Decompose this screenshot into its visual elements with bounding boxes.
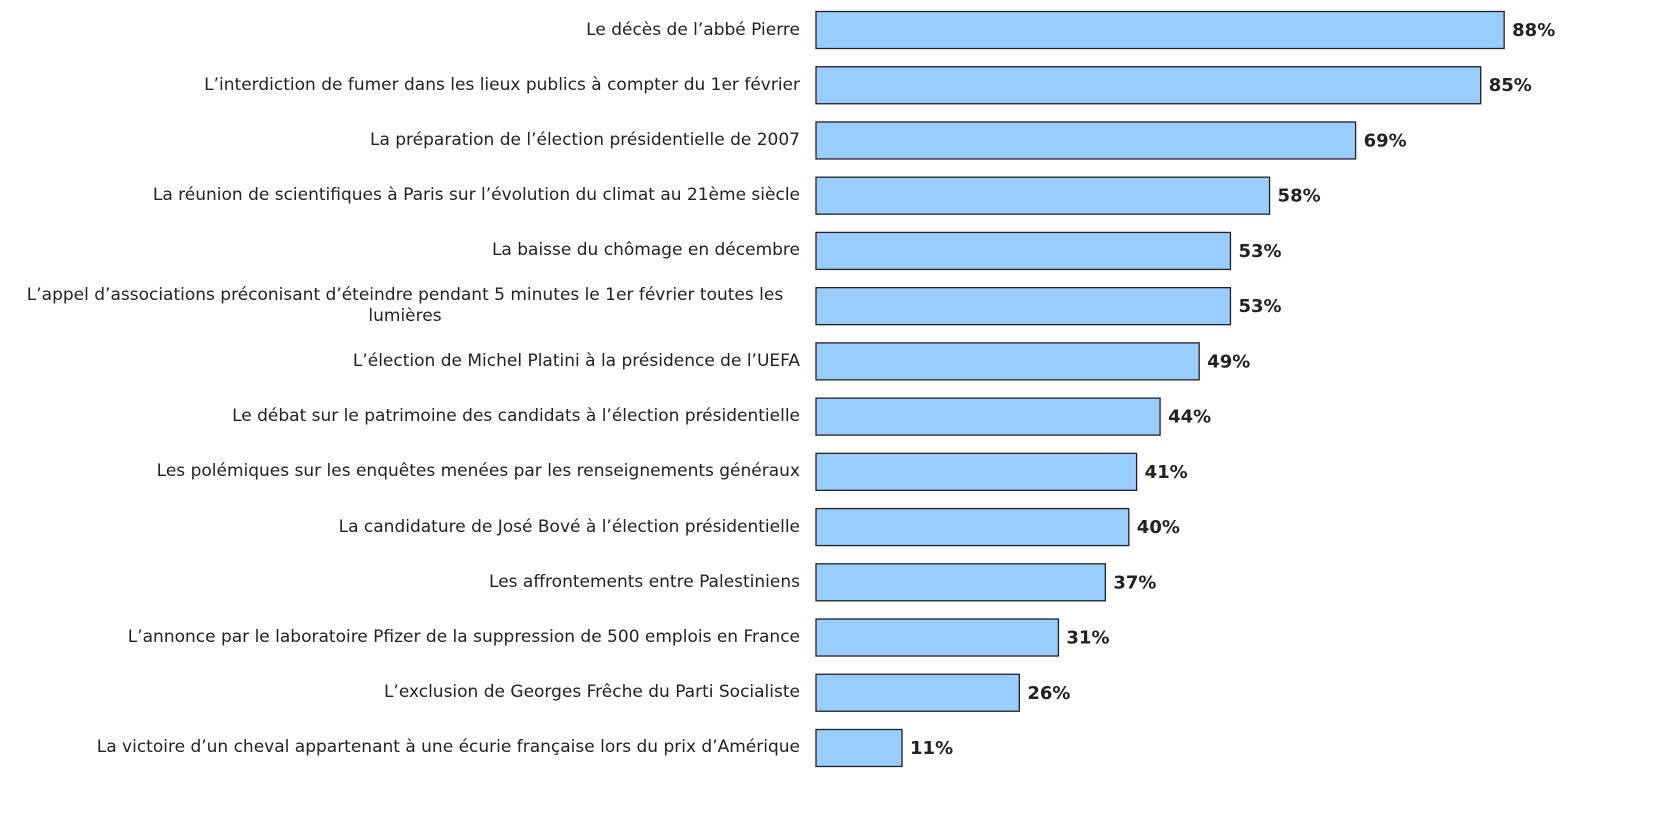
value-label: 53% <box>1238 296 1281 317</box>
category-label-row: La victoire d’un cheval appartenant à un… <box>0 720 800 775</box>
category-label-row: L’appel d’associations préconisant d’éte… <box>0 279 800 334</box>
category-label-row: Les polémiques sur les enquêtes menées p… <box>0 444 800 499</box>
category-label-row: Les affrontements entre Palestiniens <box>0 555 800 610</box>
bar <box>815 507 1130 547</box>
category-label-row: La préparation de l’élection présidentie… <box>0 113 800 168</box>
category-label-row: La candidature de José Bové à l’élection… <box>0 500 800 555</box>
value-label: 11% <box>910 738 953 759</box>
category-label-row: Le décès de l’abbé Pierre <box>0 3 800 58</box>
bar <box>815 231 1232 271</box>
bar <box>815 452 1138 491</box>
bar <box>815 286 1232 326</box>
bar <box>815 618 1060 657</box>
bar <box>815 673 1020 712</box>
value-label: 41% <box>1145 462 1188 483</box>
value-label: 85% <box>1489 75 1532 96</box>
category-label: Le débat sur le patrimoine des candidats… <box>232 406 800 427</box>
value-label: 53% <box>1238 241 1281 262</box>
category-label: La victoire d’un cheval appartenant à un… <box>96 737 800 758</box>
bar <box>815 66 1482 105</box>
bar <box>815 121 1357 160</box>
category-label: Les affrontements entre Palestiniens <box>489 571 800 592</box>
category-label: L’exclusion de Georges Frêche du Parti S… <box>383 682 800 703</box>
category-label: La baisse du chômage en décembre <box>491 240 800 261</box>
category-label: Le décès de l’abbé Pierre <box>586 19 800 40</box>
category-label: L’annonce par le laboratoire Pfizer de l… <box>127 627 800 648</box>
category-label-row: L’interdiction de fumer dans les lieux p… <box>0 58 800 113</box>
bar <box>815 397 1161 436</box>
bar <box>815 176 1271 215</box>
category-label-row: L’élection de Michel Platini à la présid… <box>0 334 800 389</box>
value-label: 31% <box>1066 628 1109 649</box>
bar <box>815 342 1200 381</box>
value-label: 44% <box>1168 407 1211 428</box>
value-label: 26% <box>1027 683 1070 704</box>
value-label: 69% <box>1364 130 1407 151</box>
category-label: La candidature de José Bové à l’élection… <box>338 516 800 537</box>
category-label: Les polémiques sur les enquêtes menées p… <box>156 461 800 482</box>
category-label-row: L’annonce par le laboratoire Pfizer de l… <box>0 610 800 665</box>
bar <box>815 10 1505 50</box>
bar <box>815 563 1106 602</box>
category-label: La préparation de l’élection présidentie… <box>369 129 800 150</box>
category-label: L’appel d’associations préconisant d’éte… <box>26 285 784 327</box>
value-label: 58% <box>1278 186 1321 207</box>
value-label: 40% <box>1137 517 1180 538</box>
value-label: 37% <box>1113 572 1156 593</box>
value-label: 49% <box>1207 351 1250 372</box>
bar <box>815 728 903 768</box>
category-label: La réunion de scientifiques à Paris sur … <box>152 185 800 206</box>
category-label-row: La réunion de scientifiques à Paris sur … <box>0 168 800 223</box>
category-label-row: Le débat sur le patrimoine des candidats… <box>0 389 800 444</box>
category-label-row: La baisse du chômage en décembre <box>0 223 800 278</box>
category-label: L’élection de Michel Platini à la présid… <box>352 350 800 371</box>
category-label: L’interdiction de fumer dans les lieux p… <box>204 74 800 95</box>
value-label: 88% <box>1512 20 1555 41</box>
category-label-row: L’exclusion de Georges Frêche du Parti S… <box>0 665 800 720</box>
